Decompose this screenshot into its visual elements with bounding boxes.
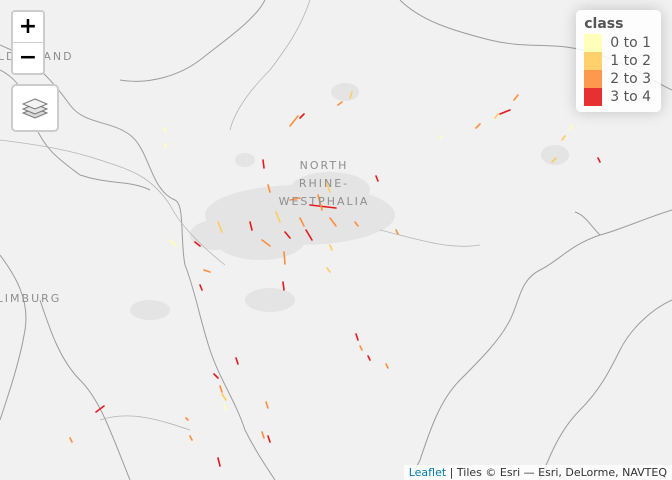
legend-item: 1 to 2 [584,52,651,70]
class-features [69,91,601,467]
limburg-label: LIMBURG [0,292,62,305]
rivers [0,0,481,431]
legend-swatch [584,52,603,70]
layers-control-button[interactable] [11,84,59,132]
legend: class 0 to 1 1 to 2 2 to 3 3 to 4 [576,10,661,112]
legend-label: 2 to 3 [610,71,651,87]
legend-swatch [584,34,603,52]
legend-title: class [584,16,624,32]
region-label-line3: WESTPHALIA [278,195,370,208]
zoom-in-button[interactable]: + [13,12,43,42]
zoom-control: + − [11,10,45,75]
legend-item: 2 to 3 [584,70,651,88]
legend-item: 3 to 4 [584,88,651,106]
attribution-separator: | [446,466,457,479]
legend-swatch [584,88,603,106]
attribution: Leaflet | Tiles © Esri — Esri, DeLorme, … [403,465,672,480]
layers-icon [21,98,49,119]
legend-swatch [584,70,603,88]
tiles-credit: Tiles © Esri — Esri, DeLorme, NAVTEQ [456,466,667,479]
leaflet-link[interactable]: Leaflet [408,466,447,479]
zoom-out-button[interactable]: − [13,42,43,73]
region-label-line1: NORTH [299,159,349,172]
legend-label: 3 to 4 [610,89,651,105]
legend-item: 0 to 1 [584,34,651,52]
legend-label: 0 to 1 [610,35,651,51]
region-label-line2: RHINE- [298,177,350,190]
region-label: NORTH RHINE- WESTPHALIA [262,157,386,211]
legend-label: 1 to 2 [610,53,651,69]
